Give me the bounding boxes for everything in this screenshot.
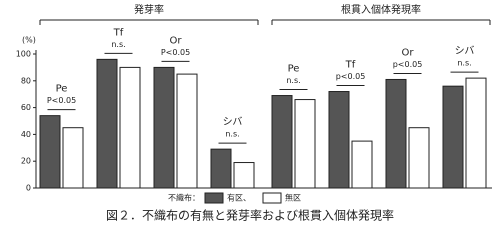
category-label: Tf (345, 60, 356, 71)
annotation: P<0.05 (47, 96, 76, 105)
y-tick-label: 60 (21, 103, 31, 112)
legend-title: 不織布： (168, 193, 200, 203)
y-tick-label: 0 (26, 184, 31, 193)
annotation: n.s. (286, 76, 300, 85)
legend-label: 有区、 (227, 193, 251, 203)
annotation: n.s. (457, 59, 471, 68)
annotation: n.s. (111, 40, 125, 49)
bar (294, 99, 316, 189)
bar (119, 66, 141, 189)
category-label: Pe (288, 64, 300, 75)
category-label: シバ (223, 116, 243, 128)
legend-swatch (262, 192, 282, 204)
bar (210, 148, 232, 189)
annotation: P<0.05 (161, 48, 190, 57)
y-tick-label: 40 (21, 130, 31, 139)
bar (39, 115, 61, 189)
bar (465, 77, 487, 189)
bar (96, 58, 118, 189)
bar (62, 127, 84, 189)
annotation: n.s. (225, 130, 239, 139)
category-label: Or (170, 35, 183, 46)
category-label: Pe (56, 84, 68, 95)
category-label: シバ (455, 45, 475, 57)
bar (442, 85, 464, 189)
bar (153, 66, 175, 189)
category-label: Or (402, 47, 415, 58)
y-tick-label: 80 (21, 76, 31, 85)
annotation: p<0.05 (336, 72, 366, 81)
legend-swatch (204, 192, 224, 204)
y-tick-label: 20 (21, 157, 31, 166)
panel-title: 発芽率 (134, 3, 164, 16)
caption: 図２．不織布の有無と発芽率および根貫入個体発現率 (106, 208, 394, 223)
bar (271, 95, 293, 189)
category-label: Tf (113, 27, 124, 38)
chart: (%) 図２．不織布の有無と発芽率および根貫入個体発現率 不織布： 0 20 40 6… (16, 3, 492, 223)
bar (233, 162, 255, 189)
panel-title: 根貫入個体発現率 (341, 3, 421, 16)
bar (385, 78, 407, 189)
bar (351, 140, 373, 189)
legend-label: 無区 (285, 193, 301, 203)
bar (408, 127, 430, 189)
y-axis-label: (%) (22, 36, 36, 45)
bar (328, 91, 350, 189)
annotation: p<0.05 (393, 60, 423, 69)
y-tick-label: 100 (16, 50, 31, 59)
bar (176, 73, 198, 189)
